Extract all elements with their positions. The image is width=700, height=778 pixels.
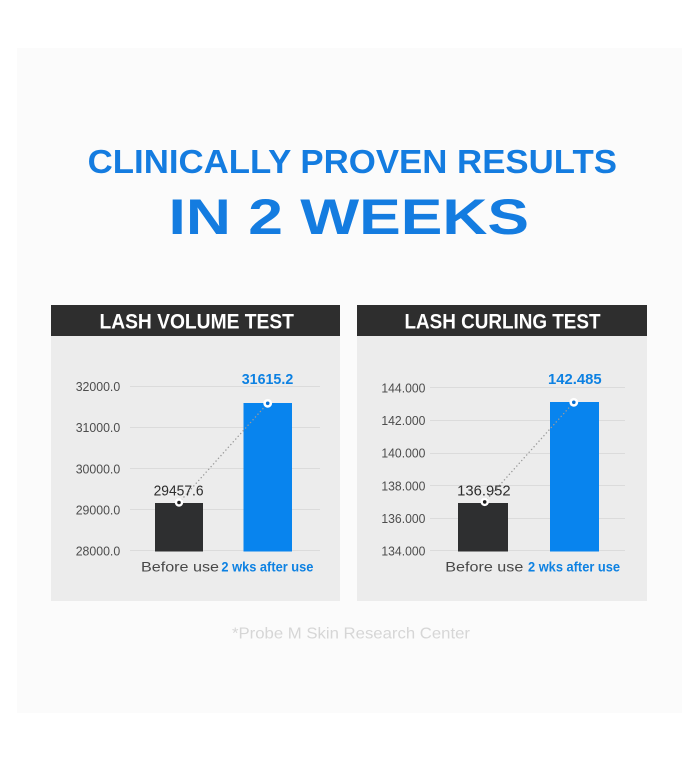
svg-text:31000.0: 31000.0 xyxy=(76,420,121,435)
svg-text:32000.0: 32000.0 xyxy=(76,379,121,394)
svg-text:30000.0: 30000.0 xyxy=(76,462,121,477)
svg-text:29457.6: 29457.6 xyxy=(154,483,204,500)
svg-text:CLINICALLY PROVEN RESULTS: CLINICALLY PROVEN RESULTS xyxy=(88,143,617,180)
svg-text:2 wks after use: 2 wks after use xyxy=(528,559,620,575)
svg-text:Before use: Before use xyxy=(141,559,219,575)
svg-text:136.000: 136.000 xyxy=(381,511,425,526)
svg-text:142.485: 142.485 xyxy=(548,371,602,388)
svg-text:144.000: 144.000 xyxy=(381,381,425,396)
svg-text:*Probe M Skin Research Center: *Probe M Skin Research Center xyxy=(232,626,471,643)
svg-text:142.000: 142.000 xyxy=(381,413,425,428)
svg-text:Before use: Before use xyxy=(445,559,523,575)
svg-text:140.000: 140.000 xyxy=(381,446,425,461)
svg-text:138.000: 138.000 xyxy=(381,478,425,493)
svg-text:IN 2 WEEKS: IN 2 WEEKS xyxy=(169,189,530,245)
svg-text:2 wks after use: 2 wks after use xyxy=(221,559,313,575)
svg-text:LASH CURLING TEST: LASH CURLING TEST xyxy=(405,310,601,333)
svg-text:29000.0: 29000.0 xyxy=(76,503,121,518)
svg-text:28000.0: 28000.0 xyxy=(76,544,121,559)
svg-text:LASH VOLUME TEST: LASH VOLUME TEST xyxy=(99,310,294,333)
svg-text:136.952: 136.952 xyxy=(457,483,511,500)
svg-text:134.000: 134.000 xyxy=(381,544,425,559)
svg-text:31615.2: 31615.2 xyxy=(242,371,294,388)
